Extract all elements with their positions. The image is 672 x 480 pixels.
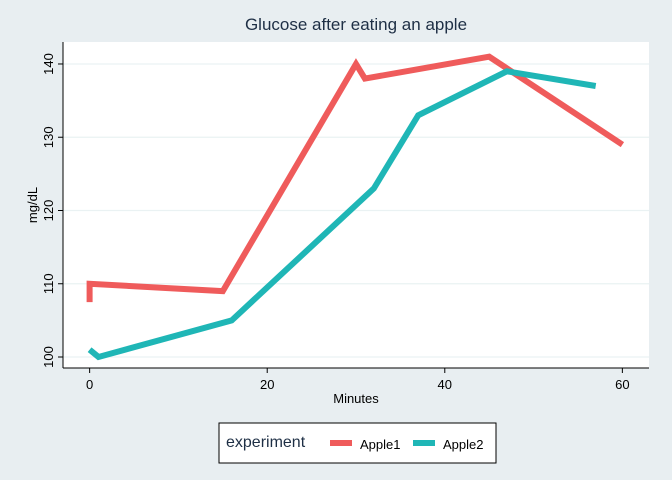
legend-label-apple1: Apple1	[360, 437, 400, 452]
y-tick-label: 110	[41, 273, 56, 294]
series-line-apple2	[87, 68, 597, 361]
legend-label-apple2: Apple2	[443, 437, 483, 452]
legend: experiment Apple1 Apple2	[218, 422, 497, 464]
axes	[62, 42, 649, 369]
x-tick-label: 0	[86, 377, 93, 392]
gridlines	[63, 63, 649, 358]
chart-title: Glucose after eating an apple	[245, 15, 467, 34]
y-tick-label: 130	[41, 126, 56, 148]
legend-title: experiment	[226, 434, 306, 451]
y-axis-label: mg/dL	[25, 187, 40, 223]
y-tick-label: 140	[41, 53, 56, 75]
x-tick-label: 20	[260, 377, 274, 392]
x-tick-label: 60	[615, 377, 629, 392]
y-tick-label: 120	[41, 200, 56, 222]
y-ticks: 100 110 120 130 140	[41, 53, 63, 368]
x-tick-label: 40	[438, 377, 452, 392]
series-layer	[86, 53, 625, 361]
x-ticks: 0 20 40 60	[86, 368, 630, 392]
y-tick-label: 100	[41, 346, 56, 368]
series-line-apple1	[86, 53, 625, 303]
legend-box	[218, 422, 497, 464]
x-axis-label: Minutes	[333, 391, 379, 406]
